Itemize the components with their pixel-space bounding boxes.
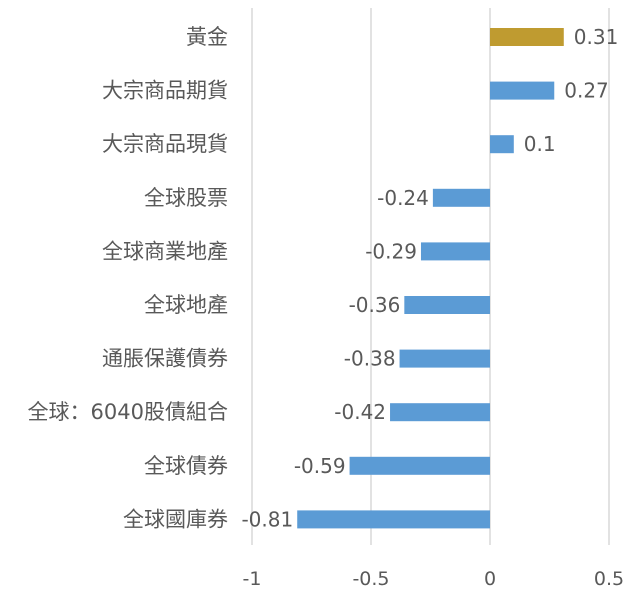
category-label: 全球商業地產 (102, 239, 228, 263)
x-tick-label: -0.5 (352, 568, 389, 590)
category-label: 全球：6040股債組合 (28, 400, 228, 424)
bar (297, 510, 490, 529)
labels: -1 -0.5 0 0.5 黃金 0.31 大宗商品期貨 0.27 大宗商品現貨 0.1 全球股票 -… (28, 25, 625, 590)
bar (404, 296, 490, 314)
bar (390, 403, 490, 422)
category-label: 全球債券 (144, 454, 228, 478)
value-label: -0.42 (334, 400, 386, 424)
value-label: -0.38 (344, 347, 396, 371)
x-tick-label: -1 (243, 568, 262, 590)
bars (297, 28, 564, 529)
value-label: 0.31 (574, 25, 619, 49)
value-label: -0.59 (294, 454, 346, 478)
category-label: 通脹保護債券 (102, 347, 228, 371)
bar (490, 81, 555, 100)
category-label: 黃金 (186, 25, 228, 49)
bar (432, 188, 490, 207)
bar (399, 349, 490, 368)
value-label: -0.24 (377, 186, 429, 210)
category-label: 全球國庫券 (123, 507, 228, 531)
category-label: 大宗商品現貨 (102, 132, 228, 156)
category-label: 大宗商品期貨 (102, 79, 228, 103)
bar (420, 242, 490, 261)
value-label: -0.36 (349, 293, 401, 317)
value-label: 0.1 (524, 132, 556, 156)
x-tick-label: 0.5 (594, 568, 624, 590)
value-label: -0.81 (241, 507, 293, 531)
category-label: 全球股票 (144, 186, 228, 210)
category-label: 全球地產 (144, 293, 228, 317)
value-label: 0.27 (564, 79, 609, 103)
value-label: -0.29 (365, 239, 417, 263)
x-tick-label: 0 (484, 568, 496, 590)
bar (490, 28, 564, 46)
bar (490, 135, 514, 154)
bar (349, 456, 490, 475)
